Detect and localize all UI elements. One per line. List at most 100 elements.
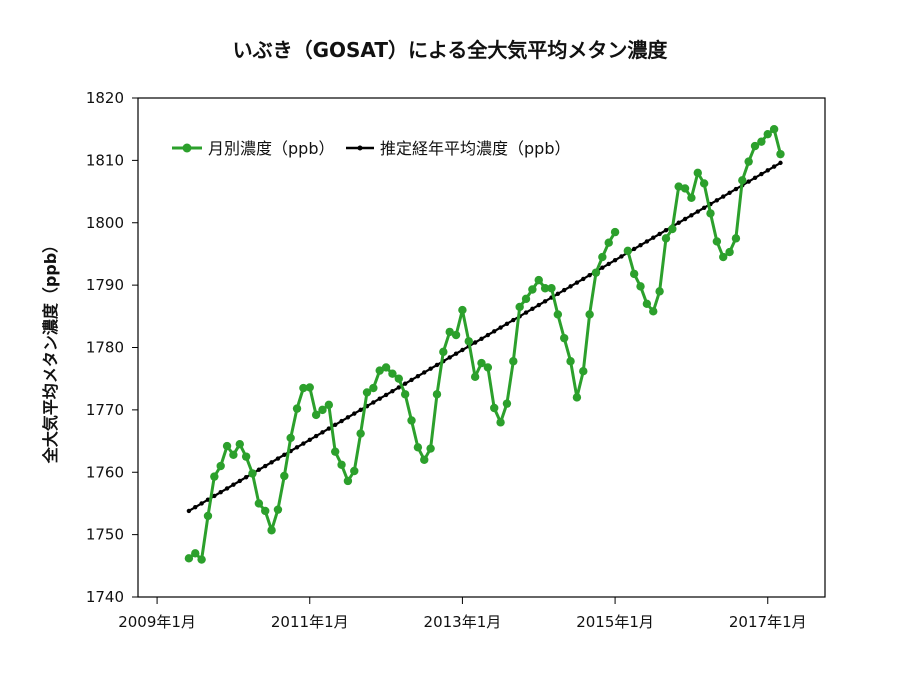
y-tick-label: 1780	[86, 339, 124, 357]
trend-point	[568, 284, 573, 289]
trend-point	[218, 490, 223, 495]
monthly-point	[579, 367, 588, 376]
monthly-point	[337, 460, 346, 469]
x-tick-label: 2017年1月	[729, 613, 807, 631]
trend-point	[574, 280, 580, 285]
trend-point	[619, 254, 624, 259]
trend-point	[377, 396, 382, 401]
trend-point	[733, 186, 739, 192]
monthly-point	[528, 285, 537, 294]
trend-point	[224, 486, 230, 491]
chart-title: いぶき（GOSAT）による全大気平均メタン濃度	[232, 38, 668, 62]
monthly-point	[432, 390, 442, 399]
monthly-point	[706, 209, 715, 218]
trend-point	[561, 287, 567, 293]
x-tick-label: 2015年1月	[576, 613, 654, 631]
trend-point	[663, 228, 669, 233]
trend-point	[676, 220, 681, 225]
monthly-point	[439, 347, 448, 357]
trend-point	[358, 407, 363, 413]
monthly-point	[197, 555, 206, 564]
monthly-line	[626, 127, 782, 313]
monthly-point	[222, 441, 232, 451]
trend-point	[447, 355, 452, 360]
monthly-point	[610, 227, 620, 237]
monthly-point	[400, 390, 410, 399]
x-tick-label: 2009年1月	[118, 613, 196, 631]
monthly-point	[496, 418, 505, 427]
trend-point	[530, 306, 535, 312]
trend-point	[581, 276, 586, 282]
monthly-point	[680, 184, 690, 193]
monthly-point	[343, 476, 353, 486]
monthly-point	[311, 410, 321, 420]
trend-point	[721, 194, 726, 199]
monthly-point	[470, 372, 480, 382]
monthly-point	[445, 327, 454, 337]
monthly-point	[623, 246, 633, 256]
monthly-point	[261, 506, 270, 516]
y-tick-label: 1770	[86, 401, 124, 419]
y-tick-label: 1750	[86, 526, 124, 544]
trend-point	[657, 231, 662, 237]
trend-point	[383, 392, 389, 398]
trend-point	[498, 325, 503, 330]
monthly-point	[559, 333, 569, 343]
trend-point	[714, 198, 720, 203]
monthly-point	[483, 363, 493, 372]
trend-point	[352, 411, 357, 416]
monthly-point	[598, 252, 607, 262]
trend-point	[492, 329, 497, 334]
monthly-point	[426, 444, 435, 453]
trend-point	[682, 216, 688, 222]
trend-point	[536, 302, 541, 308]
trend-point	[193, 504, 198, 510]
monthly-point	[502, 399, 512, 408]
trend-point	[294, 445, 300, 450]
monthly-point	[572, 393, 582, 402]
y-tick-label: 1810	[86, 151, 124, 169]
trend-point	[307, 437, 312, 443]
monthly-point	[267, 526, 276, 535]
monthly-point	[369, 383, 378, 393]
trend-point	[644, 239, 650, 244]
plot-frame	[137, 97, 826, 598]
y-tick-label: 1740	[86, 588, 124, 606]
trend-point	[472, 340, 478, 345]
trend-point	[339, 418, 344, 424]
monthly-point	[757, 137, 766, 146]
trend-point	[212, 493, 217, 499]
trend-point	[313, 433, 319, 439]
trend-point	[606, 261, 611, 267]
monthly-point	[591, 268, 601, 277]
monthly-point	[413, 443, 423, 452]
monthly-point	[776, 149, 785, 159]
monthly-point	[394, 374, 404, 383]
trend-point	[511, 317, 516, 323]
monthly-point	[477, 358, 486, 368]
monthly-point	[629, 269, 639, 279]
monthly-point	[712, 237, 722, 246]
monthly-point	[356, 429, 365, 438]
trend-point	[282, 452, 287, 457]
y-tick-label: 1790	[86, 276, 124, 294]
monthly-point	[693, 168, 702, 178]
axes	[137, 97, 826, 598]
trend-point	[256, 467, 262, 472]
monthly-point	[216, 461, 225, 471]
legend: 月別濃度（ppb） 推定経年平均濃度（ppb）	[172, 139, 570, 158]
trend-point	[402, 381, 408, 386]
trend-point	[415, 373, 421, 379]
monthly-point	[534, 275, 543, 285]
trend-point	[422, 370, 427, 375]
monthly-point	[744, 157, 753, 166]
trend-point	[186, 508, 192, 514]
plot-area	[184, 124, 785, 564]
trend-point	[631, 246, 637, 252]
monthly-point	[299, 383, 308, 393]
y-tick-label: 1760	[86, 463, 124, 481]
monthly-point	[286, 433, 295, 443]
trend-point	[587, 272, 592, 278]
monthly-point	[540, 284, 550, 293]
